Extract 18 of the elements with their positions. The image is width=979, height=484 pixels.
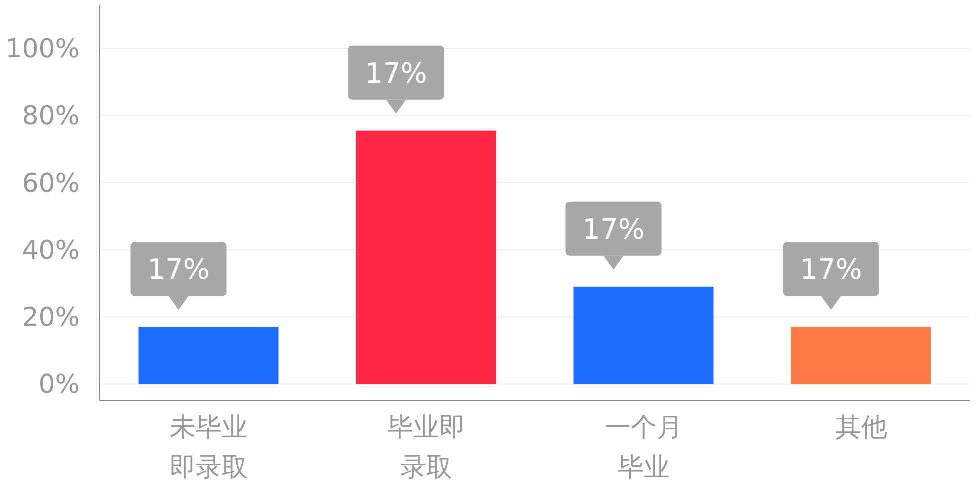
annotation: 17% <box>148 253 210 286</box>
y-tick-label: 100% <box>6 34 80 65</box>
bar <box>791 327 932 384</box>
annotation: 17% <box>800 253 862 286</box>
y-tick-label: 40% <box>22 236 80 266</box>
x-tick-label: 毕业即录取 <box>387 413 466 483</box>
x-tick-label: 未毕业即录取 <box>170 413 248 483</box>
bar <box>138 327 279 384</box>
y-tick-label: 60% <box>22 168 80 199</box>
y-tick-label: 20% <box>22 303 80 334</box>
annotation: 17% <box>365 56 428 90</box>
x-tick-label: 一个月毕业 <box>604 413 683 483</box>
y-tick-label: 0% <box>38 370 80 400</box>
annotation: 17% <box>582 212 645 246</box>
bar <box>574 286 714 384</box>
x-tick-label: 其他 <box>835 413 888 443</box>
y-tick-label: 80% <box>22 102 80 132</box>
bar <box>356 130 496 384</box>
